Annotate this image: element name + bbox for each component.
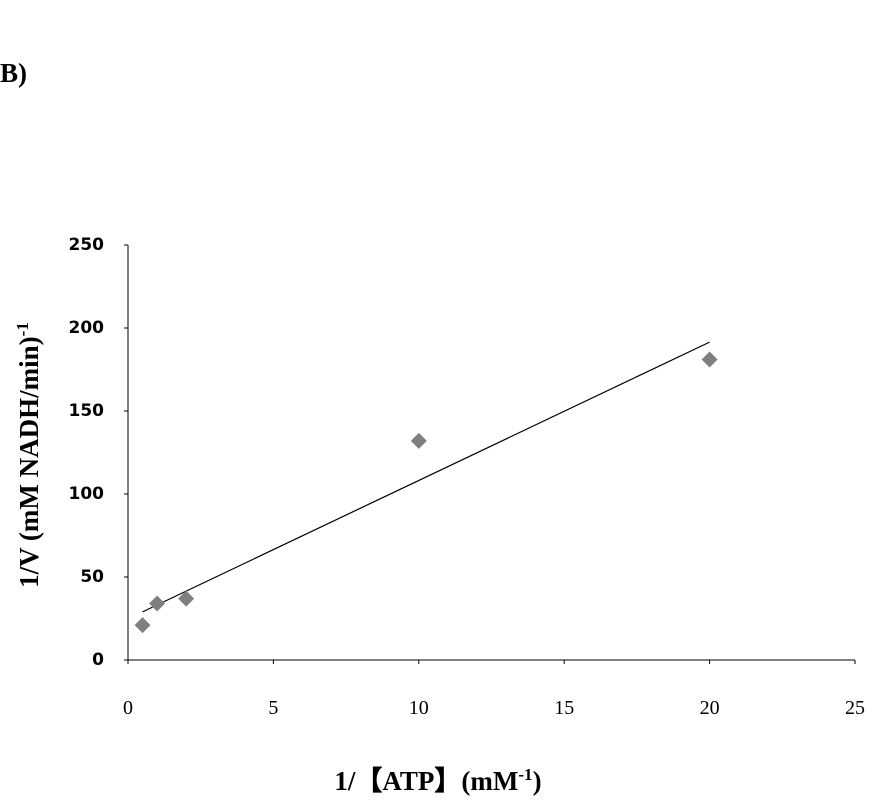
x-tick-label: 10 [409,697,429,719]
x-label-suffix: ) [533,766,542,796]
x-tick-label: 0 [123,697,133,719]
data-point [410,432,427,449]
data-point [701,351,718,368]
y-label-text: 1/V (mM NADH/min) [14,336,44,587]
data-point [134,617,151,634]
x-label-sup: -1 [518,765,532,784]
data-point [149,595,166,612]
y-tick-label: 150 [69,401,105,421]
y-tick-label: 50 [80,567,104,587]
y-label-sup: -1 [13,322,32,336]
x-label-text: 1/【ATP】(mM [334,766,518,796]
x-tick-label: 5 [268,697,278,719]
x-tick-label: 20 [700,697,720,719]
y-axis-label: 1/V (mM NADH/min)-1 [13,322,44,588]
x-tick-label: 15 [554,697,574,719]
y-tick-label: 100 [69,484,105,504]
y-tick-label: 250 [69,235,105,255]
trendline [142,341,710,613]
y-tick-label: 200 [69,318,105,338]
panel-label: B) [0,58,27,88]
y-tick-label: 0 [92,650,104,670]
x-tick-label: 25 [845,697,865,719]
x-axis-label: 1/【ATP】(mM-1) [334,765,541,796]
data-point [178,590,195,607]
